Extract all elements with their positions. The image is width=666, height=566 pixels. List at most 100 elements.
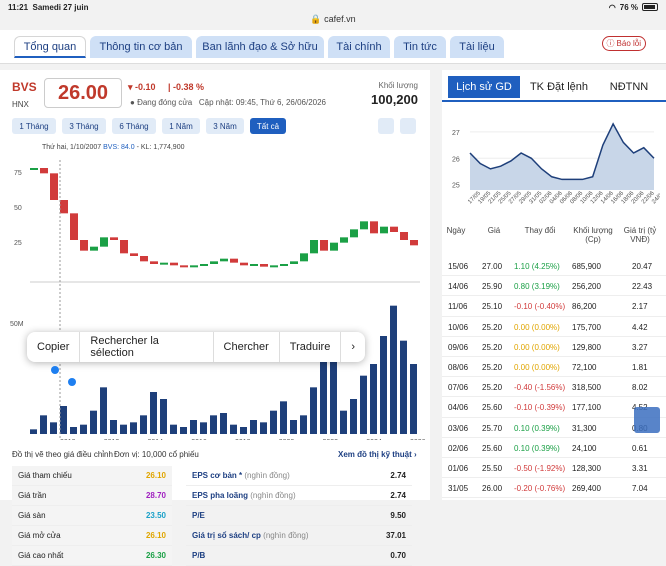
x-tick-label: 2024 xyxy=(366,439,382,440)
price-change: ▾ -0.10 xyxy=(128,82,156,92)
volume-bar xyxy=(100,387,107,434)
ratio-label: Giá trị sổ sách/ cp xyxy=(192,531,261,540)
volume-bar xyxy=(280,401,287,434)
price-candle xyxy=(30,168,38,170)
spark-y-label: 25 xyxy=(452,183,460,190)
volume-bar xyxy=(120,424,127,434)
price-candle xyxy=(160,262,168,265)
history-row[interactable]: 15/06 27.00 1.10 (4.25%) 685,900 20.47 xyxy=(442,256,666,277)
spark-area xyxy=(470,123,654,190)
ratio-row: Giá trị sổ sách/ cp (nghìn đồng) 37.01 xyxy=(186,526,412,546)
range-1m[interactable]: 1 Tháng xyxy=(12,118,56,134)
history-row[interactable]: 08/06 25.20 0.00 (0.00%) 72,100 1.81 xyxy=(442,357,666,378)
ratio-label: EPS cơ bản * xyxy=(192,471,243,480)
tab-foreign-investors[interactable]: NĐTNN xyxy=(609,81,649,93)
tip-date: Thứ hai, 1/10/2007 xyxy=(42,144,102,151)
spark-x-label: 24/06 xyxy=(651,190,660,205)
history-panel: Lịch sử GD TK Đặt lệnh NĐTNN 27 26 25 17/05… xyxy=(442,70,666,500)
volume-bar xyxy=(160,399,167,434)
price-candle xyxy=(400,232,408,240)
stat-value: 28.70 xyxy=(145,491,166,500)
tab-overview[interactable]: Tổng quan xyxy=(14,36,86,58)
history-cell-change: 0.00 (0.00%) xyxy=(514,342,560,352)
history-cell-date: 14/06 xyxy=(448,282,469,292)
price-candle xyxy=(180,265,188,268)
history-cell-value: 20.47 xyxy=(632,262,653,271)
ratio-unit: (nghìn đồng) xyxy=(250,491,296,500)
tab-news[interactable]: Tin tức xyxy=(394,36,446,58)
history-cell-value: 4.42 xyxy=(632,322,648,332)
scroll-top-button[interactable] xyxy=(634,407,660,433)
price-candle xyxy=(120,240,128,254)
volume-bar xyxy=(290,420,297,434)
volume-bar xyxy=(330,352,337,434)
price-change-pct: | -0.38 % xyxy=(168,82,205,92)
volume-bar xyxy=(380,336,387,434)
candlestick-icon[interactable] xyxy=(378,118,394,134)
area-chart-icon[interactable] xyxy=(400,118,416,134)
history-row[interactable]: 09/06 25.20 0.00 (0.00%) 129,800 3.27 xyxy=(442,337,666,357)
volume-tick-label: 50M xyxy=(10,321,24,328)
stat-value: 26.30 xyxy=(145,551,166,560)
range-3y[interactable]: 3 Năm xyxy=(206,118,244,134)
history-row[interactable]: 14/06 25.90 0.80 (3.19%) 256,200 22.43 xyxy=(442,276,666,297)
report-error-button[interactable]: ⓘ Báo lỗi xyxy=(601,36,646,51)
technical-chart-link[interactable]: Xem đồ thị kỹ thuật › xyxy=(338,450,417,459)
history-row[interactable]: 31/05 26.00 -0.20 (-0.76%) 269,400 7.04 xyxy=(442,478,666,499)
lookup-menu-item[interactable]: Rechercher la sélection xyxy=(80,332,214,362)
range-1y[interactable]: 1 Năm xyxy=(162,118,200,134)
history-row[interactable]: 10/06 25.20 0.00 (0.00%) 175,700 4.42 xyxy=(442,317,666,337)
tab-management[interactable]: Ban lãnh đạo & Sở hữu xyxy=(196,36,324,58)
history-cell-price: 25.20 xyxy=(482,322,503,332)
range-6m[interactable]: 6 Tháng xyxy=(112,118,156,134)
stat-row: Giá cao nhất 26.30 xyxy=(12,546,172,566)
stat-label: Giá mở cửa xyxy=(18,531,61,540)
volume-bar xyxy=(300,415,307,434)
volume-bar xyxy=(80,424,87,434)
ratio-row: P/E 9.50 xyxy=(186,506,412,526)
range-all[interactable]: Tất cả xyxy=(250,118,286,134)
tab-basic-info[interactable]: Thông tin cơ bản xyxy=(90,36,192,58)
range-3m[interactable]: 3 Tháng xyxy=(62,118,106,134)
tip-vol: - KL: 1,774,900 xyxy=(136,144,185,151)
history-row[interactable]: 01/06 25.50 -0.50 (-1.92%) 128,300 3.31 xyxy=(442,458,666,479)
search-menu-item[interactable]: Chercher xyxy=(214,332,280,362)
selection-handle-end[interactable] xyxy=(68,378,76,386)
translate-menu-item[interactable]: Traduire xyxy=(280,332,342,362)
history-cell-date: 04/06 xyxy=(448,403,469,413)
history-row[interactable]: 07/06 25.20 -0.40 (-1.56%) 318,500 8.02 xyxy=(442,377,666,398)
price-candle xyxy=(210,261,218,264)
url-bar[interactable]: 🔒 cafef.vn xyxy=(0,14,666,30)
stat-row: Giá mở cửa 26.10 xyxy=(12,526,172,546)
more-menu-item[interactable]: › xyxy=(351,341,355,353)
history-header: Ngày Giá Thay đổi Khối lượng (Cp) Giá trị (t… xyxy=(442,220,666,250)
tab-trading-history[interactable]: Lịch sử GD xyxy=(448,76,520,98)
tab-order-stats[interactable]: TK Đặt lệnh xyxy=(529,81,589,93)
history-row[interactable]: 11/06 25.10 -0.10 (-0.40%) 86,200 2.17 xyxy=(442,296,666,317)
history-row[interactable]: 02/06 25.60 0.10 (0.39%) 24,100 0.61 xyxy=(442,438,666,458)
history-cell-date: 31/05 xyxy=(448,484,469,494)
selection-handle-start[interactable] xyxy=(51,366,59,374)
price-candle xyxy=(170,262,178,266)
history-cell-price: 25.70 xyxy=(482,423,503,433)
tab-documents[interactable]: Tài liệu xyxy=(450,36,504,58)
history-cell-value: 7.04 xyxy=(632,484,648,494)
stat-row: Giá tham chiếu 26.10 xyxy=(12,466,172,486)
volume-bar xyxy=(250,420,257,434)
volume-bar xyxy=(320,340,327,434)
price-candle xyxy=(90,246,98,251)
price-chart[interactable]: 75 50 25 50M 2010 2012 2014 2016 2018 2020 2022 202… xyxy=(0,140,430,440)
status-bar: 11:21 Samedi 27 juin ◠ 76 % xyxy=(0,0,666,14)
updated-text: Cập nhật: 09:45, Thứ 6, 26/06/2026 xyxy=(198,98,326,107)
copy-menu-item[interactable]: Copier xyxy=(27,332,81,362)
ratio-value: 2.74 xyxy=(390,471,406,480)
volume-bar xyxy=(90,410,97,434)
history-cell-date: 02/06 xyxy=(448,443,469,453)
more-link-text: Xem đồ thị kỹ thuật xyxy=(338,450,412,459)
tab-finance[interactable]: Tài chính xyxy=(328,36,390,58)
ratio-unit: (nghìn đồng) xyxy=(263,531,309,540)
history-cell-date: 08/06 xyxy=(448,363,469,372)
volume-bar xyxy=(370,364,377,434)
